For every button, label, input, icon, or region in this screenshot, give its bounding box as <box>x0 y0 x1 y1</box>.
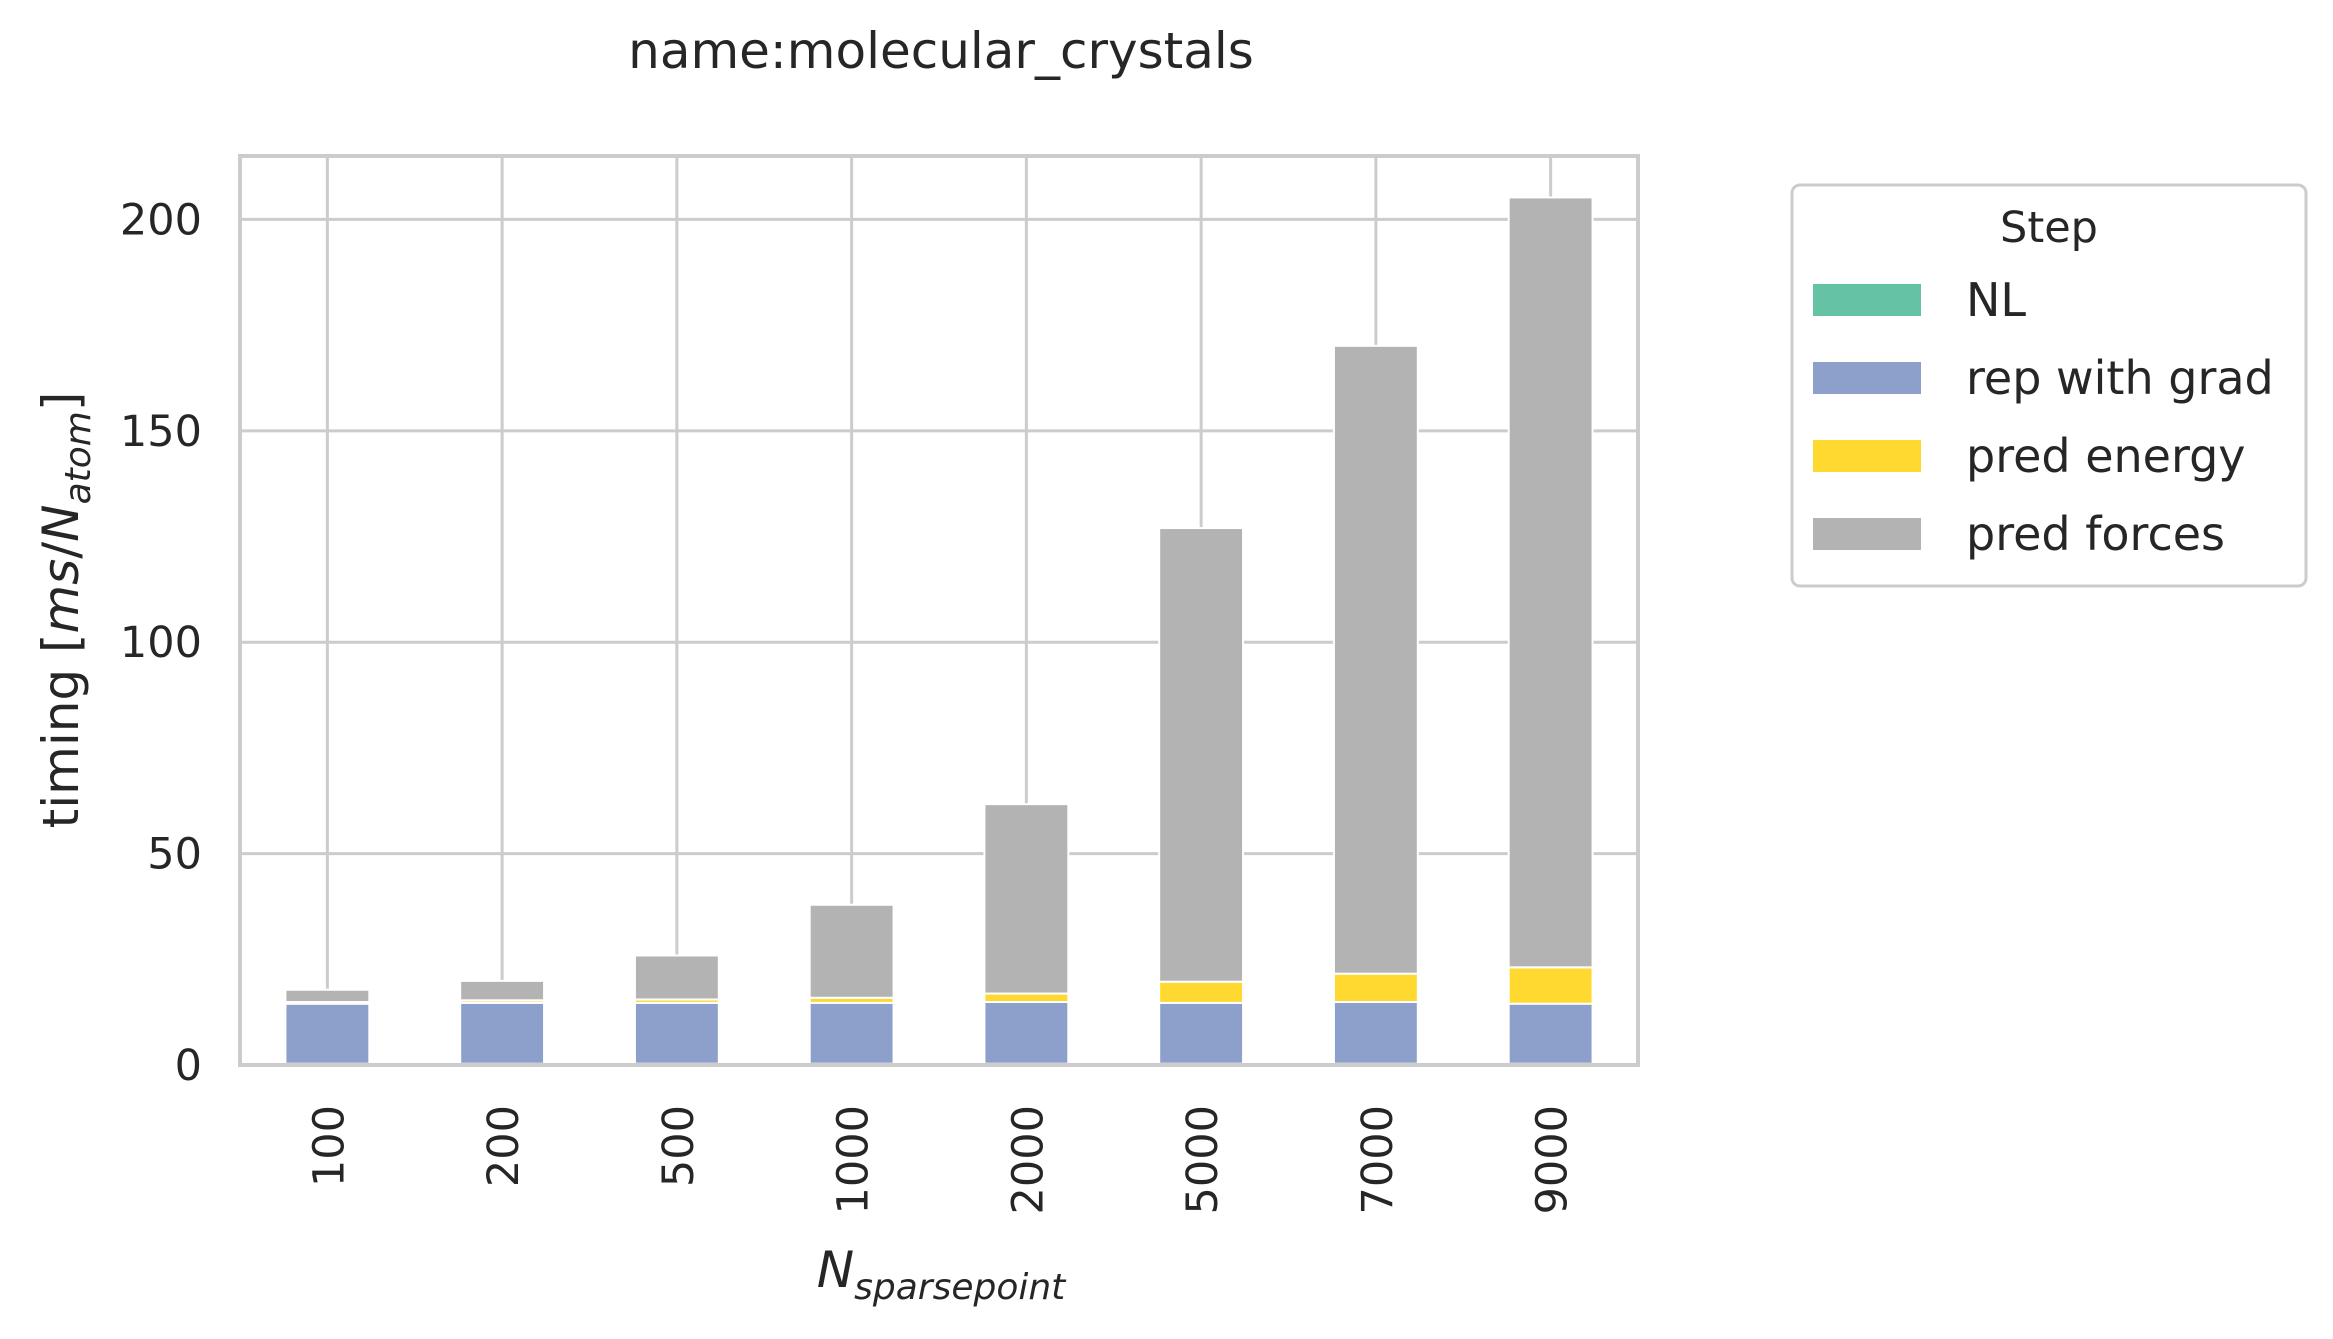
x-tick-label: 7000 <box>1353 1105 1403 1214</box>
bar-segment <box>1507 1002 1594 1065</box>
x-axis-label-main: N <box>817 1241 854 1299</box>
x-tick-label: 100 <box>304 1105 354 1187</box>
x-axis-label: Nsparsepoint <box>817 1241 1067 1308</box>
bar-segment <box>633 1001 720 1065</box>
x-tick-label: 500 <box>654 1105 704 1187</box>
legend-label: NL <box>1966 273 2026 327</box>
legend-swatch <box>1813 362 1921 394</box>
y-axis-label-ms: ms <box>32 559 90 634</box>
x-tick-label: 5000 <box>1178 1105 1228 1214</box>
bar-segment <box>1332 972 1419 1004</box>
legend-label: pred forces <box>1966 507 2225 561</box>
y-axis-label-prefix: timing [ <box>32 633 90 828</box>
legend: Step NL rep with grad pred energy pred forc… <box>1790 183 2308 588</box>
bar-segment <box>808 903 895 999</box>
plot-frame <box>238 154 1640 1067</box>
bar-segment <box>284 988 371 1004</box>
legend-title: Step <box>2000 203 2098 253</box>
y-tick-label: 150 <box>120 407 202 457</box>
bar-segment <box>284 1002 371 1065</box>
bar-segment <box>983 992 1070 1004</box>
y-tick-label: 50 <box>147 830 202 880</box>
y-ticks: 0 50 100 150 200 <box>120 195 202 1091</box>
bar-segment <box>1158 980 1245 1004</box>
legend-items: NL rep with grad pred energy pred forces <box>1813 273 2274 561</box>
y-tick-label: 200 <box>120 195 202 245</box>
y-axis-label-n: N <box>32 504 90 541</box>
bars <box>284 196 1594 1066</box>
legend-label: pred energy <box>1966 429 2246 483</box>
x-tick-label: 200 <box>479 1105 529 1187</box>
bar-segment <box>1507 966 1594 1005</box>
x-ticks: 100 200 500 1000 2000 5000 7000 9000 <box>304 1105 1577 1214</box>
bar-segment <box>459 1001 546 1065</box>
bar-segment <box>983 1001 1070 1065</box>
bar-segment <box>1332 1001 1419 1065</box>
y-tick-label: 100 <box>120 618 202 668</box>
bar-segment <box>459 979 546 1002</box>
legend-swatch <box>1813 440 1921 472</box>
bar-segment <box>983 803 1070 995</box>
bar-segment <box>808 1001 895 1065</box>
legend-swatch <box>1813 518 1921 550</box>
x-tick-label: 2000 <box>1003 1105 1053 1214</box>
legend-swatch <box>1813 284 1921 316</box>
y-axis-label-sub: atom <box>58 411 99 504</box>
bar-segment <box>1158 1001 1245 1065</box>
y-axis-label-suffix: ] <box>32 392 90 412</box>
x-axis-label-sub: sparsepoint <box>854 1267 1067 1308</box>
legend-label: rep with grad <box>1966 351 2274 405</box>
x-tick-label: 9000 <box>1528 1105 1578 1214</box>
y-axis-label-slash: / <box>32 542 90 559</box>
x-tick-label: 1000 <box>829 1105 879 1214</box>
bar-segment <box>1332 344 1419 975</box>
y-axis-label: timing [ms/Natom] <box>32 392 99 829</box>
bar-segment <box>1158 527 1245 983</box>
bar-segment <box>633 954 720 1001</box>
bar-segment <box>1507 196 1594 969</box>
y-tick-label: 0 <box>175 1041 202 1091</box>
chart-title: name:molecular_crystals <box>628 22 1254 80</box>
grid <box>240 156 1638 1067</box>
